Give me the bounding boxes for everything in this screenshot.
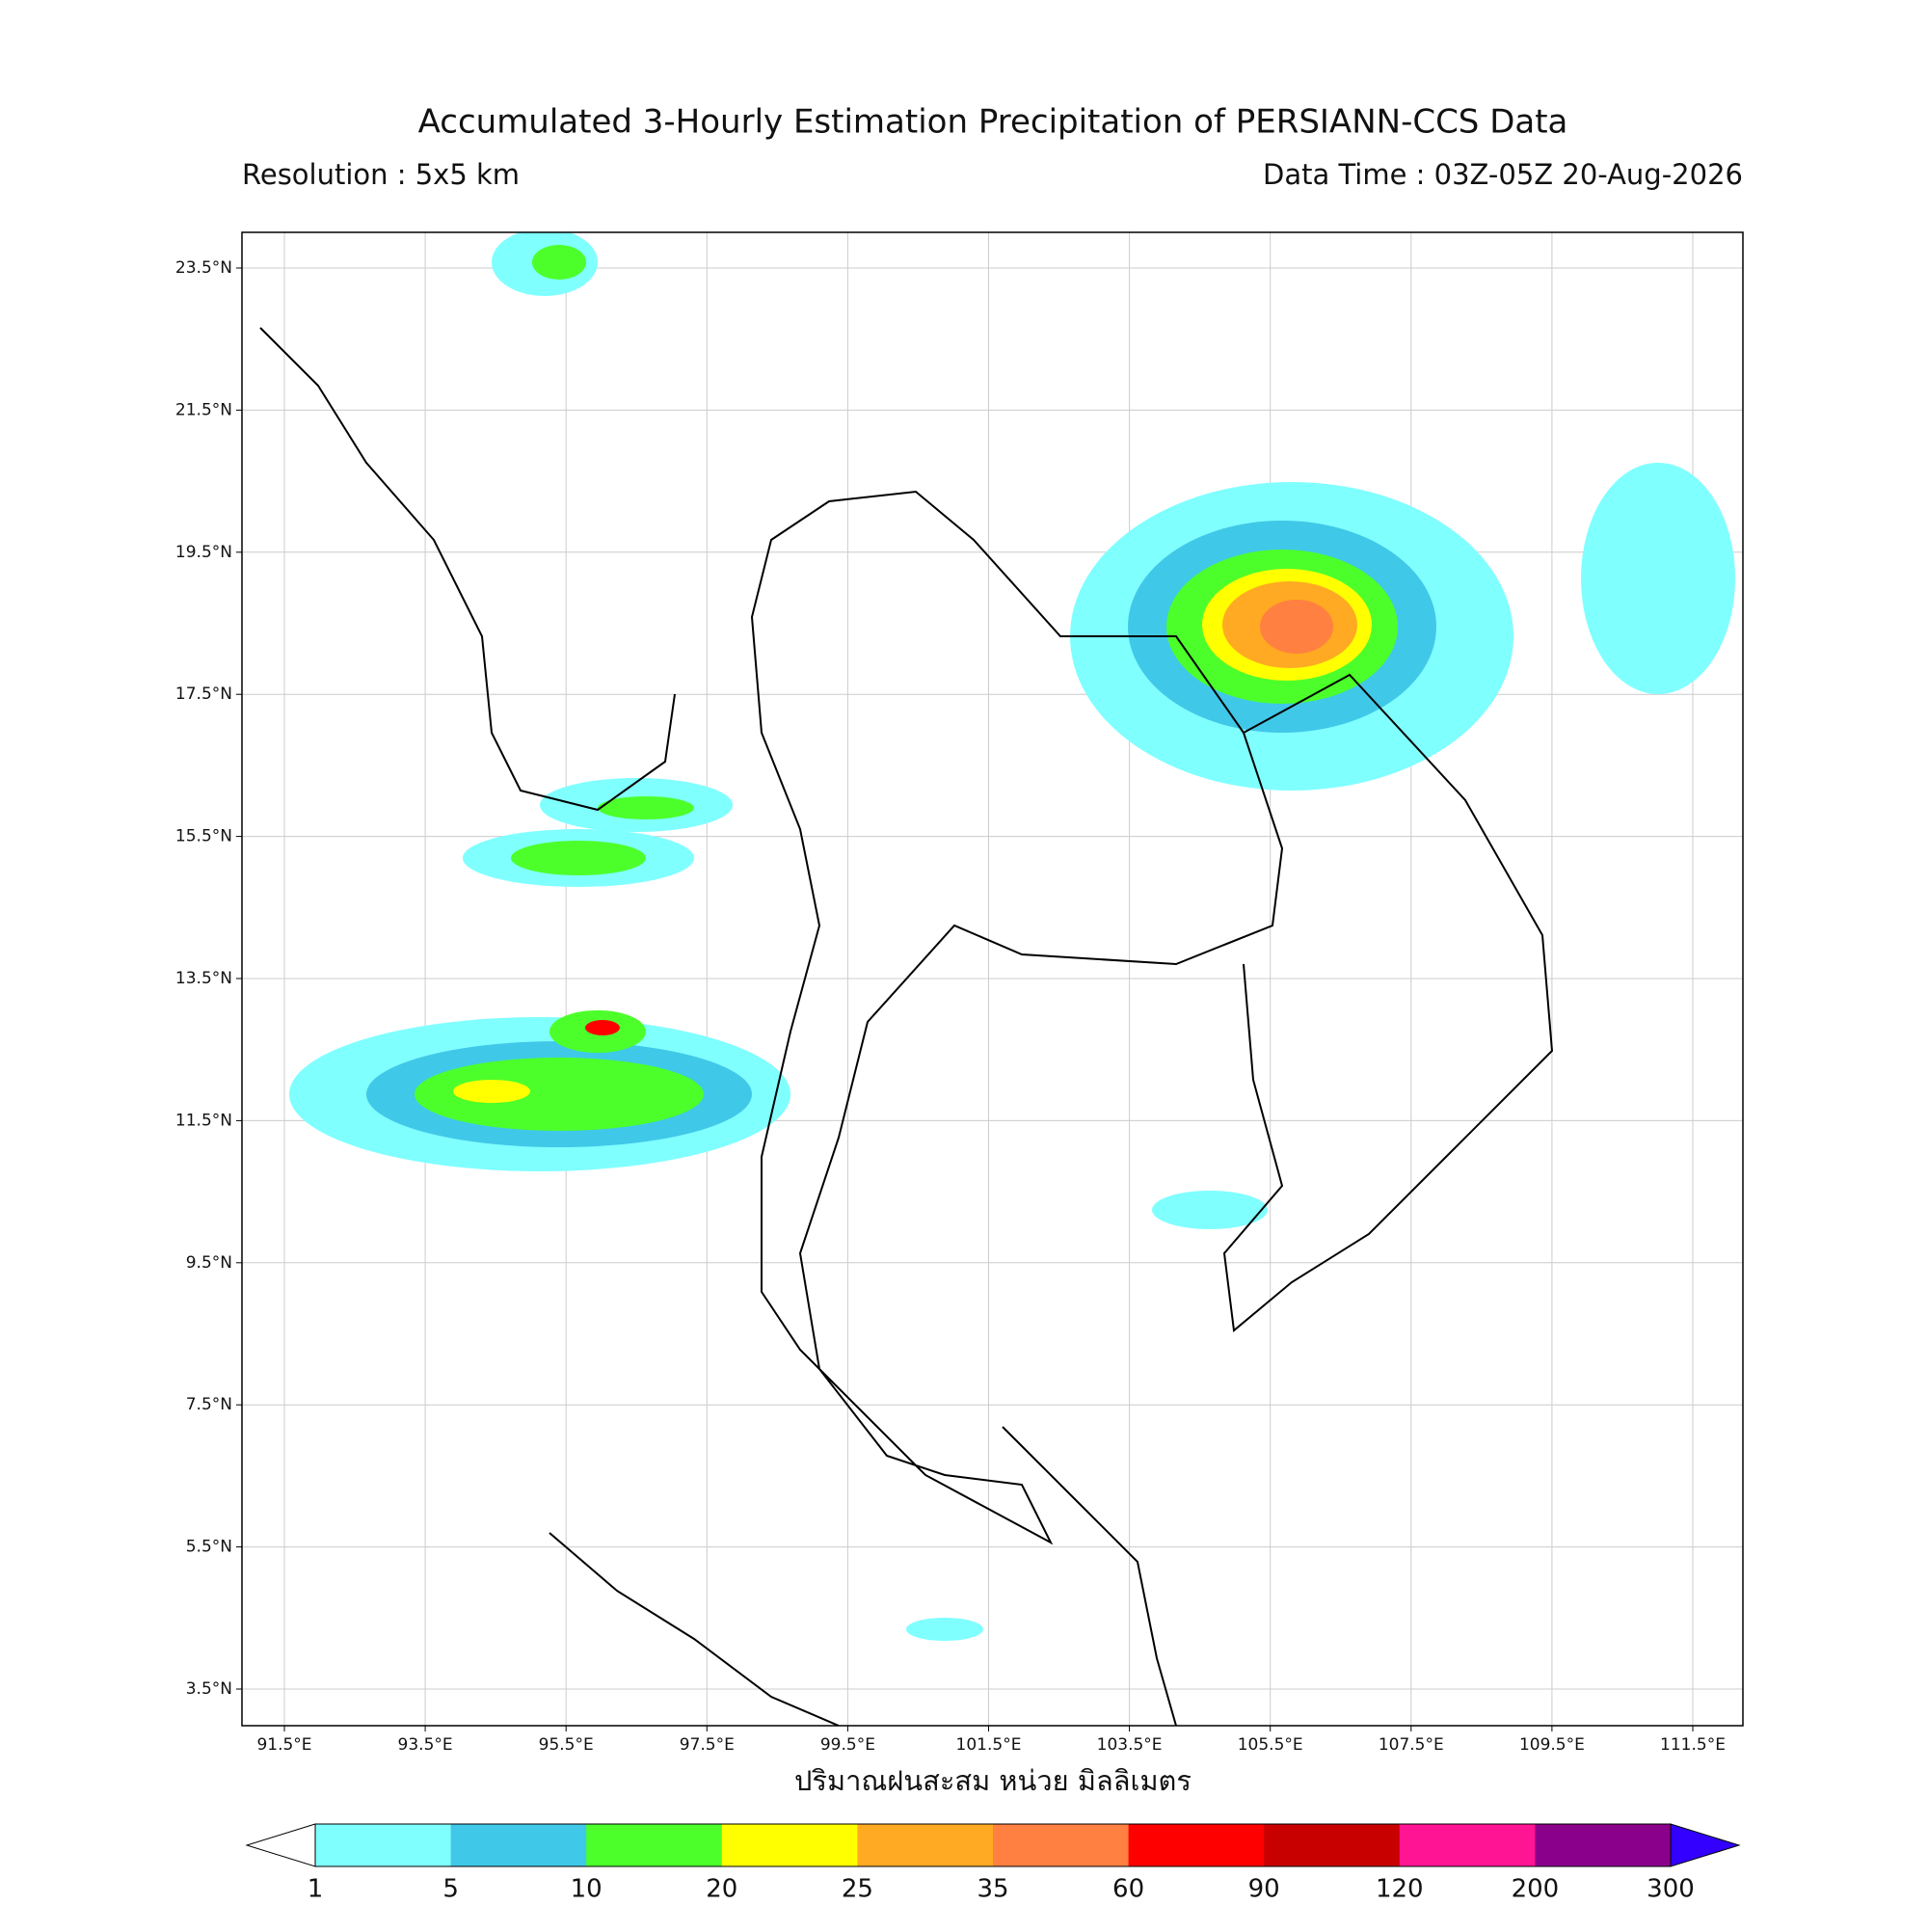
- colorbar-segment: [1264, 1824, 1401, 1866]
- lat-tick-label: 23.5°N: [175, 258, 232, 278]
- colorbar-segment: [857, 1824, 994, 1866]
- rain-area: [415, 1058, 704, 1131]
- colorbar-frame: [314, 1823, 1672, 1867]
- colorbar-under: [245, 1823, 316, 1867]
- colorbar-tick-label: 5: [442, 1875, 459, 1904]
- colorbar-tick-label: 35: [977, 1875, 1008, 1904]
- colorbar-tick-label: 90: [1248, 1875, 1280, 1904]
- lat-tick-label: 17.5°N: [175, 684, 232, 704]
- colorbar-label: ปริมาณฝนสะสม หน่วย มิลลิเมตร: [794, 1764, 1192, 1797]
- lat-tick-label: 13.5°N: [175, 969, 232, 988]
- colorbar-tick-label: 60: [1112, 1875, 1144, 1904]
- lat-tick-label: 7.5°N: [186, 1395, 232, 1414]
- lat-tick-label: 9.5°N: [186, 1253, 232, 1273]
- lon-tick-label: 95.5°E: [539, 1735, 594, 1755]
- colorbar-tick-label: 20: [706, 1875, 737, 1904]
- colorbar-tick-label: 1: [308, 1875, 324, 1904]
- colorbar-segment: [450, 1824, 587, 1866]
- lat-tick-label: 11.5°N: [175, 1111, 232, 1130]
- colorbar-tick-label: 300: [1647, 1875, 1695, 1904]
- lat-tick-label: 5.5°N: [186, 1538, 232, 1557]
- coastline: [1002, 1426, 1177, 1726]
- lat-tick-label: 19.5°N: [175, 543, 232, 562]
- rain-area: [585, 1020, 620, 1035]
- rain-area: [453, 1080, 530, 1103]
- rain-area: [598, 796, 694, 819]
- lat-tick-label: 15.5°N: [175, 827, 232, 846]
- lon-tick-label: 91.5°E: [256, 1735, 311, 1755]
- rain-field: [259, 232, 1735, 1726]
- lon-tick-label: 111.5°E: [1660, 1735, 1726, 1755]
- rain-area: [532, 245, 586, 280]
- data-time: Data Time : 03Z-05Z 20-Aug-2026: [1263, 158, 1743, 191]
- resolution: Resolution : 5x5 km: [242, 158, 520, 191]
- lon-tick-label: 105.5°E: [1238, 1735, 1303, 1755]
- coastline: [1222, 673, 1554, 1332]
- rain-area: [1260, 600, 1333, 654]
- colorbar-segment: [993, 1824, 1130, 1866]
- colorbar-segment: [586, 1824, 723, 1866]
- colorbar-over: [1670, 1823, 1741, 1867]
- lon-tick-label: 97.5°E: [680, 1735, 735, 1755]
- colorbar-tick-label: 200: [1512, 1875, 1560, 1904]
- coastline: [549, 1532, 840, 1726]
- grid: 91.5°E 93.5°E 95.5°E 97.5°E 99.5°E 101.5°E 103…: [175, 232, 1743, 1755]
- map-frame: [241, 231, 1744, 1727]
- coastline: [750, 490, 1284, 1545]
- title: Accumulated 3-Hourly Estimation Precipit…: [418, 103, 1568, 142]
- rain-area: [1581, 463, 1735, 694]
- lon-tick-label: 103.5°E: [1097, 1735, 1163, 1755]
- colorbar-segment: [315, 1824, 452, 1866]
- colorbar-tick-label: 10: [571, 1875, 602, 1904]
- lat-tick-label: 21.5°N: [175, 400, 232, 419]
- lat-tick-label: 3.5°N: [186, 1679, 232, 1699]
- lon-tick-label: 101.5°E: [956, 1735, 1022, 1755]
- lon-tick-label: 109.5°E: [1519, 1735, 1585, 1755]
- coastline: [259, 327, 676, 812]
- colorbar-segment: [721, 1824, 858, 1866]
- lon-tick-label: 93.5°E: [398, 1735, 453, 1755]
- colorbar-segment: [1399, 1824, 1536, 1866]
- colorbar-segment: [1128, 1824, 1265, 1866]
- rain-area: [511, 841, 646, 875]
- colorbar-tick-label: 25: [842, 1875, 873, 1904]
- rain-area: [1152, 1191, 1268, 1229]
- colorbar: 1 5 10 20 25 35 60 90 120 200 300: [245, 1823, 1741, 1904]
- colorbar-segment: [1535, 1824, 1672, 1866]
- rain-area: [906, 1618, 983, 1641]
- lon-tick-label: 99.5°E: [820, 1735, 875, 1755]
- lon-tick-label: 107.5°E: [1379, 1735, 1444, 1755]
- colorbar-tick-label: 120: [1376, 1875, 1424, 1904]
